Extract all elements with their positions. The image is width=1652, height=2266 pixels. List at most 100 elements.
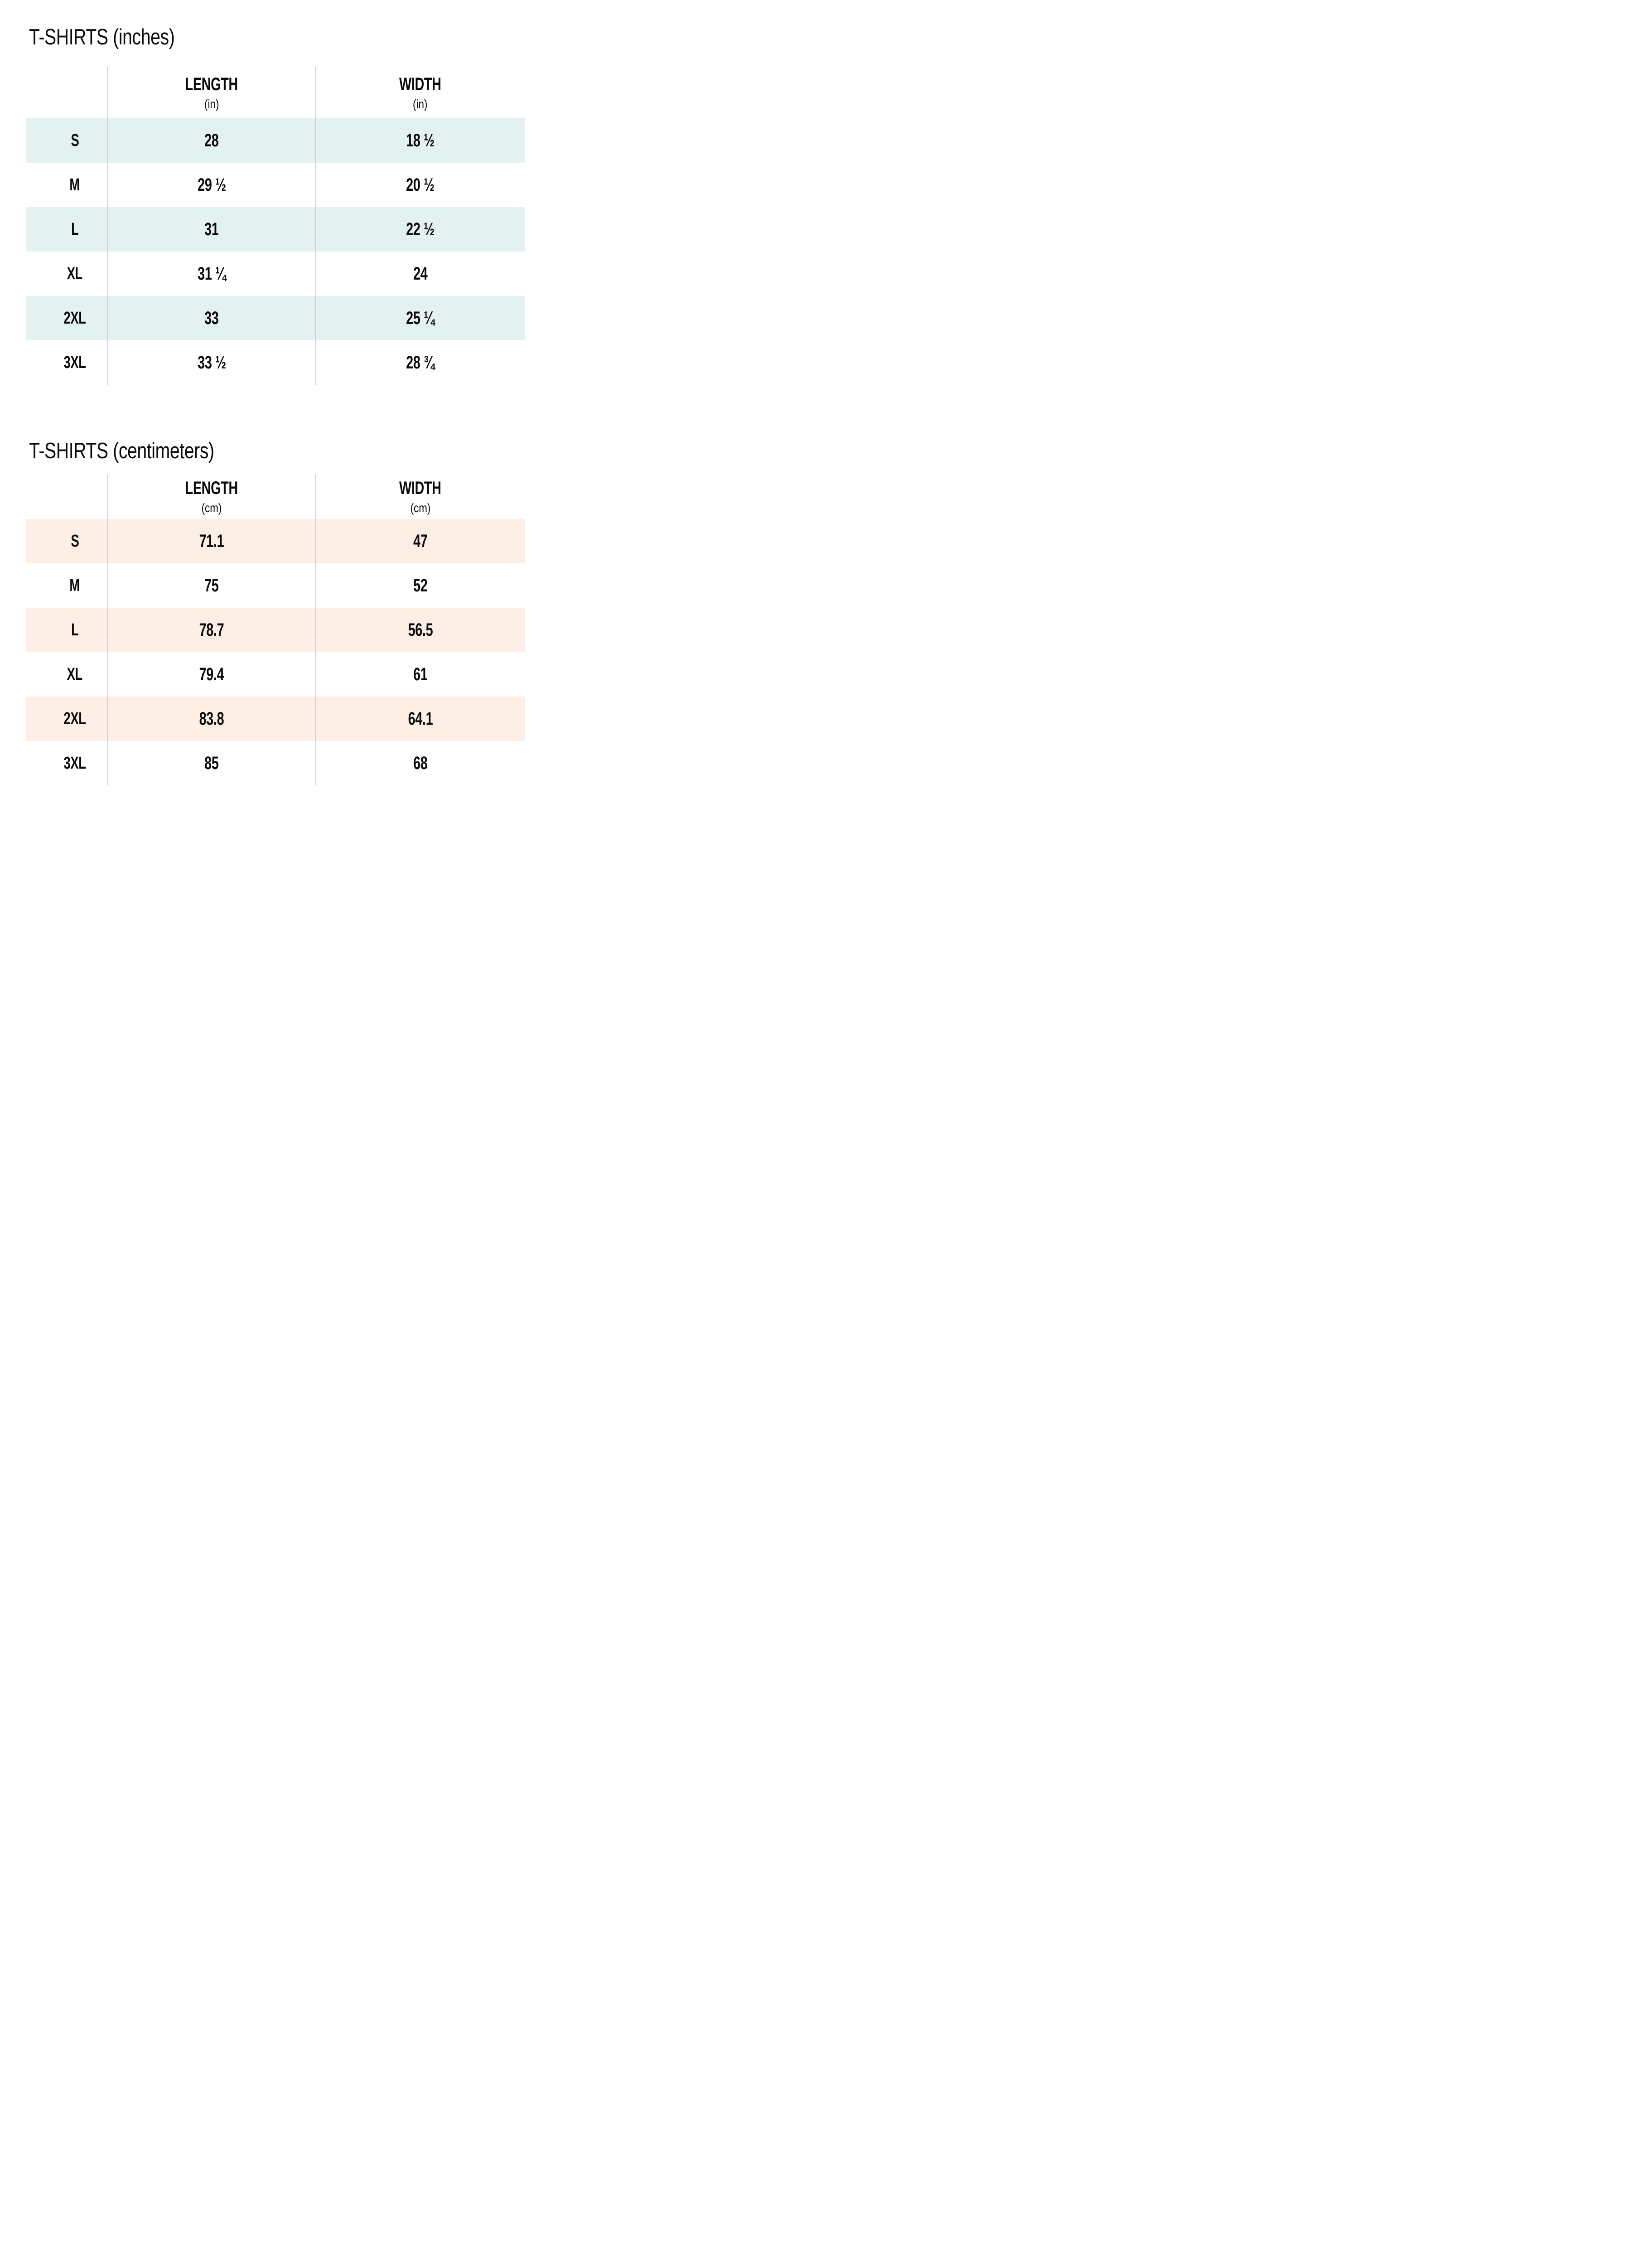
- length-value: 71.1: [199, 531, 224, 551]
- length-value: 33: [204, 308, 219, 328]
- table-header-row: LENGTH (cm) WIDTH (cm): [26, 475, 525, 519]
- size-table-inches: LENGTH (in) WIDTH (in) S 28 18 ½ M 29 ½ …: [26, 67, 525, 385]
- length-value: 28: [204, 130, 219, 150]
- width-value-cell: 56.5: [315, 608, 525, 652]
- column-header-width: WIDTH (cm): [315, 475, 525, 519]
- table-header-row: LENGTH (in) WIDTH (in): [26, 67, 525, 118]
- column-header-length: LENGTH (in): [107, 67, 315, 118]
- size-label: 3XL: [63, 353, 86, 372]
- table-row: M 75 52: [26, 563, 525, 608]
- width-value: 64.1: [408, 708, 433, 729]
- length-value-cell: 83.8: [107, 697, 315, 741]
- width-value-cell: 22 ½: [315, 207, 525, 252]
- size-column-header-empty: [26, 475, 107, 519]
- length-value-cell: 33 ½: [107, 340, 315, 385]
- size-label: L: [71, 219, 79, 239]
- length-value: 78.7: [199, 620, 224, 640]
- column-unit: (in): [413, 97, 428, 111]
- table-row: S 71.1 47: [26, 519, 525, 563]
- width-value-cell: 18 ½: [315, 118, 525, 163]
- length-value-cell: 79.4: [107, 652, 315, 697]
- size-label-cell: 3XL: [26, 741, 107, 785]
- length-value: 31 ¼: [197, 263, 226, 284]
- table-row: XL 31 ¼ 24: [26, 252, 525, 296]
- width-value-cell: 25 ¼: [315, 296, 525, 340]
- length-value-cell: 85: [107, 741, 315, 785]
- length-value-cell: 75: [107, 563, 315, 608]
- width-value: 20 ½: [406, 174, 435, 195]
- size-label-cell: XL: [26, 252, 107, 296]
- width-value-cell: 28 ¾: [315, 340, 525, 385]
- width-value: 52: [413, 575, 428, 596]
- length-value: 75: [204, 575, 219, 596]
- length-value: 31: [204, 219, 219, 239]
- width-value-cell: 20 ½: [315, 163, 525, 207]
- width-value: 61: [413, 664, 428, 684]
- column-label: LENGTH: [185, 478, 238, 498]
- width-value: 25 ¼: [406, 308, 435, 328]
- table-row: 3XL 85 68: [26, 741, 525, 785]
- length-value-cell: 71.1: [107, 519, 315, 563]
- size-label: 2XL: [63, 308, 86, 328]
- length-value-cell: 78.7: [107, 608, 315, 652]
- column-label: WIDTH: [399, 478, 441, 498]
- length-value: 85: [204, 753, 219, 773]
- size-label-cell: M: [26, 563, 107, 608]
- table-title-inches: T-SHIRTS (inches): [29, 25, 175, 49]
- width-value-cell: 52: [315, 563, 525, 608]
- size-label: S: [71, 531, 79, 551]
- width-value-cell: 24: [315, 252, 525, 296]
- table-row: 2XL 33 25 ¼: [26, 296, 525, 340]
- column-unit: (cm): [201, 501, 222, 515]
- length-value-cell: 29 ½: [107, 163, 315, 207]
- table-row: L 31 22 ½: [26, 207, 525, 252]
- width-value: 47: [413, 531, 428, 551]
- size-label: XL: [67, 664, 83, 684]
- size-label: M: [69, 175, 80, 194]
- column-unit: (cm): [410, 501, 430, 515]
- length-value-cell: 33: [107, 296, 315, 340]
- size-label-cell: L: [26, 608, 107, 652]
- length-value-cell: 31 ¼: [107, 252, 315, 296]
- size-label: 3XL: [63, 753, 86, 773]
- table-row: XL 79.4 61: [26, 652, 525, 697]
- length-value-cell: 28: [107, 118, 315, 163]
- size-label-cell: S: [26, 118, 107, 163]
- table-row: 3XL 33 ½ 28 ¾: [26, 340, 525, 385]
- column-label: WIDTH: [399, 74, 441, 94]
- size-column-header-empty: [26, 67, 107, 118]
- table-row: M 29 ½ 20 ½: [26, 163, 525, 207]
- size-label: 2XL: [63, 709, 86, 728]
- width-value-cell: 47: [315, 519, 525, 563]
- size-label-cell: M: [26, 163, 107, 207]
- width-value: 68: [413, 753, 428, 773]
- length-value: 83.8: [199, 708, 224, 729]
- width-value: 56.5: [408, 620, 433, 640]
- size-label: M: [69, 576, 80, 595]
- size-label-cell: XL: [26, 652, 107, 697]
- width-value: 18 ½: [406, 130, 435, 150]
- table-row: L 78.7 56.5: [26, 608, 525, 652]
- width-value: 28 ¾: [406, 352, 435, 373]
- length-value: 79.4: [199, 664, 224, 684]
- width-value-cell: 68: [315, 741, 525, 785]
- width-value: 22 ½: [406, 219, 435, 239]
- size-label-cell: S: [26, 519, 107, 563]
- size-chart-sheet: T-SHIRTS (inches) LENGTH (in) WIDTH (in)…: [0, 0, 551, 818]
- size-label-cell: 2XL: [26, 697, 107, 741]
- length-value: 29 ½: [197, 174, 226, 195]
- column-header-length: LENGTH (cm): [107, 475, 315, 519]
- size-label-cell: 2XL: [26, 296, 107, 340]
- size-label-cell: 3XL: [26, 340, 107, 385]
- column-label: LENGTH: [185, 74, 238, 94]
- size-label-cell: L: [26, 207, 107, 252]
- size-label: L: [71, 620, 79, 639]
- width-value-cell: 64.1: [315, 697, 525, 741]
- length-value-cell: 31: [107, 207, 315, 252]
- width-value-cell: 61: [315, 652, 525, 697]
- column-header-width: WIDTH (in): [315, 67, 525, 118]
- width-value: 24: [413, 263, 428, 284]
- table-title-centimeters: T-SHIRTS (centimeters): [29, 439, 214, 463]
- column-unit: (in): [204, 97, 219, 111]
- size-label: S: [71, 131, 79, 150]
